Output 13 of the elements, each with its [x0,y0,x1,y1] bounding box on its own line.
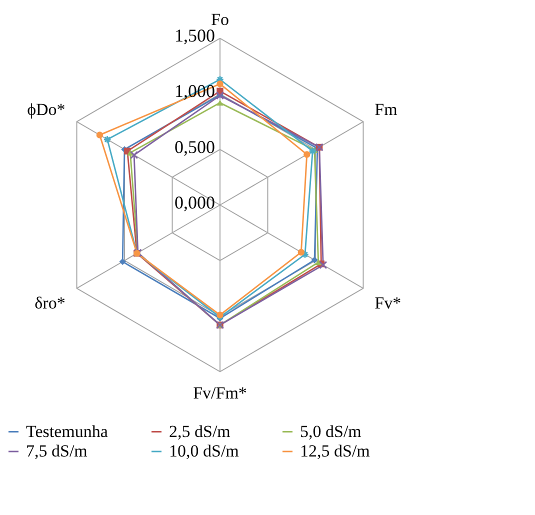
spoke-label: Fv/Fm* [193,383,247,402]
spoke-label: δro* [34,293,66,312]
y-tick-label: 0,500 [174,136,216,157]
legend-label: 12,5 dS/m [300,442,370,460]
legend-label: 7,5 dS/m [26,442,88,460]
spoke-label: Fm [374,100,398,119]
legend-label: 10,0 dS/m [169,442,239,460]
legend-label: Testemunha [26,422,108,441]
spoke-label: ϕDo* [27,100,66,119]
legend-label: 2,5 dS/m [169,422,230,441]
legend-label: 5,0 dS/m [300,422,362,441]
y-tick-label: 0,000 [174,192,216,212]
spoke-label: Fv* [374,293,402,312]
